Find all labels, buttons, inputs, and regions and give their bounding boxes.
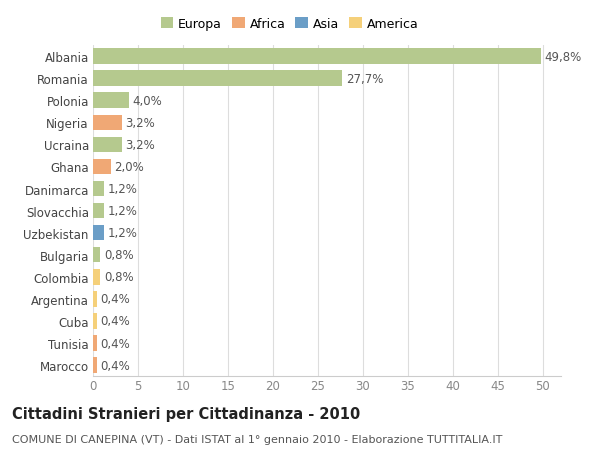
Text: 4,0%: 4,0% — [133, 95, 163, 107]
Bar — [93, 115, 122, 131]
Text: 0,4%: 0,4% — [100, 359, 130, 372]
Legend: Europa, Africa, Asia, America: Europa, Africa, Asia, America — [158, 15, 421, 33]
Bar — [93, 358, 97, 373]
Text: 0,4%: 0,4% — [100, 293, 130, 306]
Text: 2,0%: 2,0% — [115, 161, 145, 174]
Text: 0,8%: 0,8% — [104, 249, 133, 262]
Text: COMUNE DI CANEPINA (VT) - Dati ISTAT al 1° gennaio 2010 - Elaborazione TUTTITALI: COMUNE DI CANEPINA (VT) - Dati ISTAT al … — [12, 434, 502, 444]
Text: 1,2%: 1,2% — [107, 183, 137, 196]
Text: 49,8%: 49,8% — [545, 50, 582, 63]
Text: 0,4%: 0,4% — [100, 315, 130, 328]
Bar — [93, 93, 129, 109]
Text: 1,2%: 1,2% — [107, 227, 137, 240]
Text: 3,2%: 3,2% — [125, 117, 155, 129]
Bar — [93, 247, 100, 263]
Bar — [93, 159, 111, 175]
Bar — [93, 137, 122, 153]
Bar — [93, 336, 97, 351]
Bar — [93, 181, 104, 197]
Text: 0,8%: 0,8% — [104, 271, 133, 284]
Bar — [93, 269, 100, 285]
Text: Cittadini Stranieri per Cittadinanza - 2010: Cittadini Stranieri per Cittadinanza - 2… — [12, 406, 360, 421]
Bar — [93, 71, 342, 87]
Text: 3,2%: 3,2% — [125, 139, 155, 151]
Bar — [93, 291, 97, 307]
Bar — [93, 313, 97, 329]
Bar — [93, 203, 104, 219]
Bar — [93, 49, 541, 65]
Text: 0,4%: 0,4% — [100, 337, 130, 350]
Bar — [93, 225, 104, 241]
Text: 1,2%: 1,2% — [107, 205, 137, 218]
Text: 27,7%: 27,7% — [346, 73, 383, 85]
